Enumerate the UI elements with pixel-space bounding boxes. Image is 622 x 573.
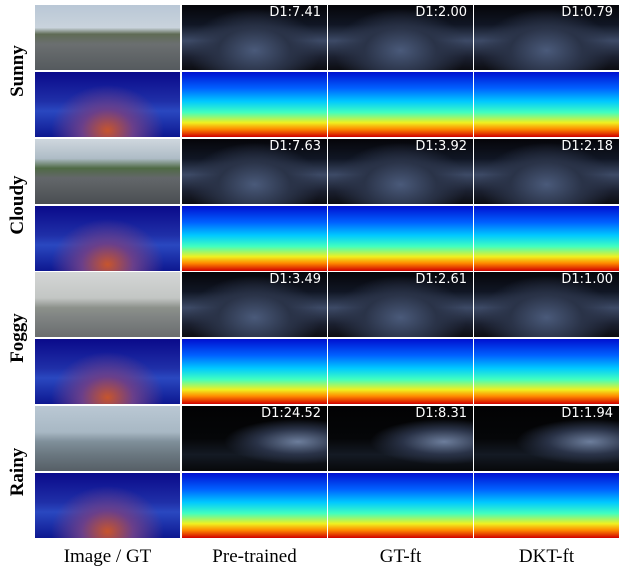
- depth-map: [328, 206, 473, 271]
- error-map: D1:8.31: [328, 406, 473, 471]
- ground-truth: [35, 473, 180, 538]
- d1-label: D1:3.49: [269, 272, 321, 287]
- depth-map: [474, 473, 619, 538]
- error-map: D1:0.79: [474, 5, 619, 70]
- input-image: [35, 5, 180, 70]
- depth-map: [474, 339, 619, 404]
- d1-label: D1:1.00: [561, 272, 613, 287]
- d1-label: D1:7.63: [269, 139, 321, 154]
- column-label: Image / GT: [35, 546, 180, 568]
- error-map: D1:2.18: [474, 139, 619, 204]
- condition-label: Sunny: [7, 6, 29, 136]
- depth-map: [474, 72, 619, 137]
- input-image: [35, 139, 180, 204]
- error-map: D1:1.00: [474, 272, 619, 337]
- d1-label: D1:7.41: [269, 5, 321, 20]
- ground-truth: [35, 72, 180, 137]
- error-map: D1:3.92: [328, 139, 473, 204]
- depth-map: [182, 206, 327, 271]
- error-map: D1:2.61: [328, 272, 473, 337]
- d1-label: D1:0.79: [561, 5, 613, 20]
- error-map: D1:1.94: [474, 406, 619, 471]
- d1-label: D1:8.31: [415, 406, 467, 421]
- d1-label: D1:2.00: [415, 5, 467, 20]
- condition-label: Rainy: [7, 407, 29, 537]
- error-map: D1:3.49: [182, 272, 327, 337]
- depth-map: [328, 473, 473, 538]
- column-label: Pre-trained: [182, 546, 327, 568]
- column-label: GT-ft: [328, 546, 473, 568]
- condition-label: Cloudy: [7, 140, 29, 270]
- input-image: [35, 272, 180, 337]
- depth-map: [182, 473, 327, 538]
- column-label: DKT-ft: [474, 546, 619, 568]
- d1-label: D1:2.61: [415, 272, 467, 287]
- condition-label: Foggy: [7, 273, 29, 403]
- d1-label: D1:24.52: [261, 406, 321, 421]
- error-map: D1:7.63: [182, 139, 327, 204]
- depth-map: [328, 72, 473, 137]
- depth-map: [328, 339, 473, 404]
- input-image: [35, 406, 180, 471]
- depth-map: [474, 206, 619, 271]
- figure: Sunny D1:7.41 D1:2.00 D1:0.79 Cloudy D1:7.63 D…: [0, 0, 622, 573]
- error-map: D1:7.41: [182, 5, 327, 70]
- d1-label: D1:2.18: [561, 139, 613, 154]
- error-map: D1:2.00: [328, 5, 473, 70]
- error-map: D1:24.52: [182, 406, 327, 471]
- depth-map: [182, 339, 327, 404]
- ground-truth: [35, 206, 180, 271]
- d1-label: D1:3.92: [415, 139, 467, 154]
- d1-label: D1:1.94: [561, 406, 613, 421]
- ground-truth: [35, 339, 180, 404]
- depth-map: [182, 72, 327, 137]
